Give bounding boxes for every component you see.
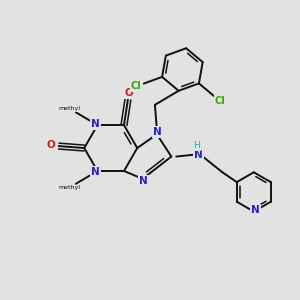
Text: N: N	[154, 127, 162, 137]
Text: methyl: methyl	[58, 185, 80, 190]
Text: N: N	[139, 176, 148, 186]
Text: H: H	[194, 141, 200, 150]
Text: N: N	[91, 167, 100, 177]
Text: O: O	[124, 88, 133, 98]
Text: N: N	[251, 205, 260, 214]
Text: methyl: methyl	[58, 106, 80, 111]
Text: Cl: Cl	[214, 96, 225, 106]
Text: Cl: Cl	[131, 81, 142, 91]
Text: N: N	[194, 150, 203, 160]
Text: N: N	[91, 119, 100, 129]
Text: O: O	[46, 140, 55, 150]
